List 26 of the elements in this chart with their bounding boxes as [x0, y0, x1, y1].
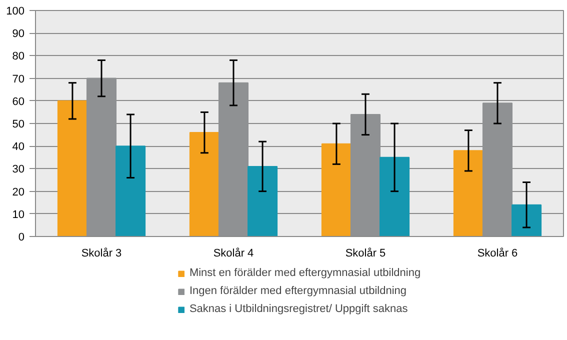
x-tick-label: Skolår 3: [81, 248, 122, 260]
legend-label: Saknas i Utbildningsregistret/ Uppgift saknas: [189, 302, 408, 316]
y-tick-label: 30: [12, 164, 25, 176]
y-tick-label: 40: [12, 141, 25, 154]
bar: [189, 132, 220, 236]
bar: [321, 143, 352, 236]
legend-label: Minst en förälder med eftergymnasial utbildning: [189, 266, 421, 280]
bar: [453, 150, 484, 236]
y-tick-label: 80: [12, 50, 25, 63]
bar: [512, 204, 542, 236]
bar: [57, 100, 88, 236]
bar: [116, 146, 146, 236]
x-tick-label: Skolår 4: [213, 248, 254, 260]
y-tick-label: 10: [12, 208, 25, 221]
x-tick-label: Skolår 5: [345, 248, 386, 260]
y-tick-label: 100: [6, 6, 25, 18]
y-tick-label: 70: [12, 73, 25, 86]
y-tick-label: 60: [12, 96, 25, 108]
y-tick-label: 20: [12, 186, 25, 198]
legend-label: Ingen förälder med eftergymnasial utbildning: [189, 284, 407, 298]
y-tick-label: 90: [12, 28, 25, 40]
y-tick-label: 0: [18, 232, 25, 244]
y-tick-label: 50: [12, 118, 25, 130]
x-tick-label: Skolår 6: [477, 248, 518, 260]
bar: [248, 166, 278, 236]
bar: [380, 156, 410, 236]
